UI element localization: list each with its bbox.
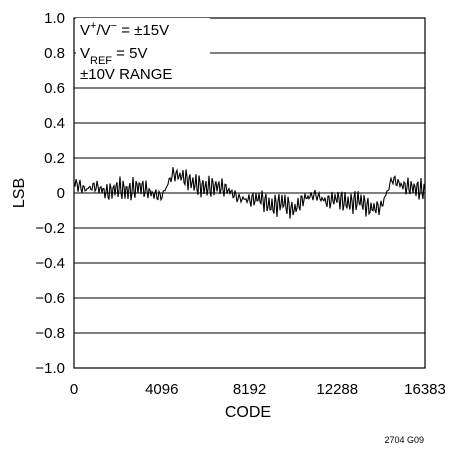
y-tick-labels: 1.0 0.8 0.6 0.4 0.2 0 −0.2 −0.4 −0.6 −0.8 −1.0 xyxy=(35,10,65,377)
series-group xyxy=(73,167,426,219)
figure-id: 2704 G09 xyxy=(384,435,424,445)
x-tick-label: 8192 xyxy=(233,381,266,398)
x-axis-label: CODE xyxy=(225,404,271,421)
series-line xyxy=(73,167,426,219)
condition-vref: VREF = 5V xyxy=(80,45,147,67)
y-tick-label: −0.8 xyxy=(35,325,65,342)
y-tick-label: −0.2 xyxy=(35,220,65,237)
condition-range: ±10V RANGE xyxy=(80,66,172,83)
y-tick-label: 0.8 xyxy=(44,45,65,62)
y-axis-label: LSB xyxy=(11,178,28,208)
y-tick-label: 1.0 xyxy=(44,10,65,27)
x-tick-label: 12288 xyxy=(316,381,358,398)
x-tick-label: 16383 xyxy=(404,381,446,398)
condition-supply: V+/V− = ±15V xyxy=(80,20,169,39)
y-tick-label: −1.0 xyxy=(35,360,65,377)
y-tick-label: 0 xyxy=(57,185,65,202)
x-tick-labels: 0 4096 8192 12288 16383 xyxy=(70,381,446,398)
y-tick-label: 0.6 xyxy=(44,80,65,97)
grid xyxy=(74,52,425,334)
legend-box xyxy=(76,18,210,84)
y-tick-label: 0.2 xyxy=(44,150,65,167)
x-tick-label: 0 xyxy=(70,381,78,398)
plot-frame xyxy=(73,17,426,369)
x-tick-label: 4096 xyxy=(145,381,178,398)
y-tick-label: −0.6 xyxy=(35,290,65,307)
y-tick-label: 0.4 xyxy=(44,115,65,132)
y-tick-label: −0.4 xyxy=(35,255,65,272)
